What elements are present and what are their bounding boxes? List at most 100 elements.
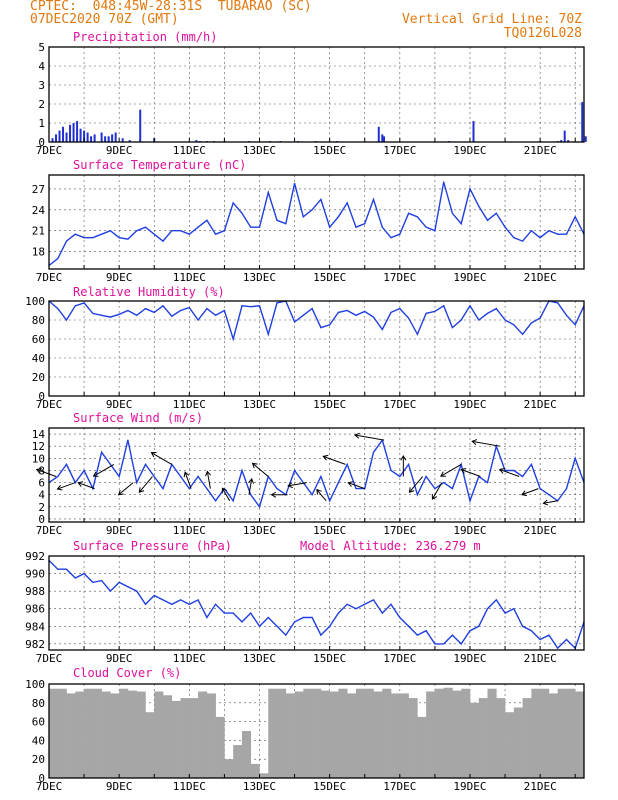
series-line: [48, 438, 585, 509]
data-point: [460, 223, 462, 225]
wind-arrow: [138, 476, 153, 493]
data-point: [206, 308, 208, 310]
series-line: [48, 300, 585, 342]
cloud-bar: [84, 688, 94, 778]
data-point: [162, 599, 164, 601]
cloud-bar: [241, 731, 252, 778]
x-tick-label: 13DEC: [243, 144, 276, 157]
data-point: [136, 314, 138, 316]
data-point: [346, 463, 348, 465]
data-point: [118, 313, 120, 315]
precip-bar: [472, 121, 475, 142]
cloud-bar: [127, 690, 138, 778]
data-point: [329, 324, 331, 326]
data-point: [478, 625, 480, 627]
data-point: [399, 308, 401, 310]
data-point: [241, 212, 243, 214]
cloud-bar: [92, 688, 102, 778]
data-point: [504, 319, 506, 321]
y-tick-label: 27: [32, 183, 45, 196]
data-point: [285, 223, 287, 225]
data-point: [136, 481, 138, 484]
precip-bar: [107, 136, 110, 142]
data-point: [241, 621, 243, 623]
cloud-bar: [268, 688, 278, 778]
data-point: [276, 219, 278, 221]
data-point: [285, 634, 287, 636]
wind-arrow: [499, 469, 520, 477]
data-point: [346, 309, 348, 312]
cloud-bar: [312, 688, 322, 778]
data-point: [258, 625, 261, 627]
wind-arrow: [252, 462, 269, 477]
cloud-bar: [101, 691, 111, 778]
y-tick-label: 100: [25, 295, 45, 308]
data-point: [223, 230, 226, 232]
precip-bar: [72, 123, 75, 142]
x-tick-label: 9DEC: [106, 524, 133, 537]
x-tick-label: 13DEC: [243, 780, 276, 793]
data-point: [215, 500, 217, 502]
cloud-bar: [417, 716, 427, 778]
wind-arrow: [184, 472, 192, 489]
data-point: [539, 317, 541, 319]
x-tick-label: 13DEC: [243, 271, 276, 284]
precip-bar: [100, 132, 103, 142]
data-point: [329, 226, 331, 228]
data-point: [311, 308, 313, 310]
cloud-bar: [487, 688, 497, 778]
data-point: [241, 305, 243, 307]
data-point: [311, 209, 313, 211]
cloud-bar: [434, 688, 444, 778]
x-tick-label: 19DEC: [453, 652, 486, 665]
cloud-bar: [259, 773, 269, 778]
data-point: [118, 581, 120, 583]
data-point: [355, 314, 357, 316]
data-point: [153, 594, 155, 597]
data-point: [171, 230, 173, 232]
y-tick-label: 4: [38, 60, 45, 73]
data-point: [127, 238, 129, 240]
data-point: [355, 488, 357, 490]
data-point: [355, 226, 357, 228]
data-point: [372, 198, 375, 200]
x-tick-label: 21DEC: [524, 780, 557, 793]
y-tick-label: 0: [38, 390, 45, 403]
cloud-bar: [189, 698, 199, 778]
data-point: [144, 603, 147, 605]
data-point: [144, 463, 147, 465]
data-point: [74, 305, 76, 307]
panel-frame: [48, 555, 585, 651]
x-tick-label: 13DEC: [243, 652, 276, 665]
wind-arrow: [77, 482, 95, 490]
data-point: [101, 579, 103, 582]
wind-arrow: [440, 463, 462, 477]
cloud-bar: [329, 691, 339, 778]
data-point: [188, 307, 190, 309]
wind-arrow: [348, 482, 365, 490]
header-grid-note: Vertical Grid Line: 70Z: [401, 12, 582, 27]
x-tick-label: 15DEC: [313, 144, 346, 157]
wind-arrow: [409, 476, 424, 493]
y-tick-label: 21: [32, 225, 45, 238]
data-point: [118, 237, 120, 239]
data-point: [443, 481, 445, 484]
data-point: [381, 328, 383, 331]
data-point: [381, 612, 383, 614]
precip-bar: [83, 130, 86, 142]
data-point: [504, 226, 506, 228]
wind-arrow-head: [221, 487, 228, 494]
data-point: [320, 198, 322, 200]
data-point: [451, 327, 454, 329]
x-tick-label: 17DEC: [383, 398, 416, 411]
x-tick-label: 9DEC: [106, 652, 133, 665]
data-point: [372, 316, 375, 318]
x-tick-label: 9DEC: [106, 398, 133, 411]
y-tick-label: 982: [25, 638, 45, 651]
data-point: [267, 191, 269, 194]
x-tick-label: 17DEC: [383, 652, 416, 665]
wind-arrow: [354, 434, 385, 441]
data-point: [206, 219, 208, 221]
data-point: [232, 338, 234, 340]
